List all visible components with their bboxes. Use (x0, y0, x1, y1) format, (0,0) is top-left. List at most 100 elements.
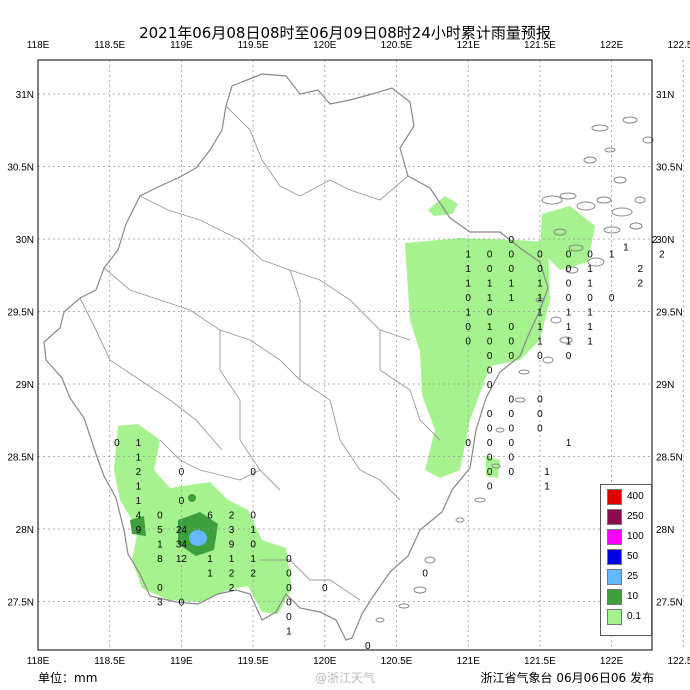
rainfall-value-label: 0 (157, 511, 163, 522)
color-legend: 400 250 100 50 25 10 0.1 (600, 484, 652, 636)
legend-entry: 25 (605, 569, 649, 585)
lon-tick-label: 118E (27, 40, 50, 51)
watermark: @浙江天气 (315, 671, 376, 685)
rainfall-value-label: 0 (465, 337, 471, 348)
rainfall-value-label: 1 (544, 467, 550, 478)
rainfall-area-moderate (188, 494, 196, 502)
rainfall-value-label: 1 (229, 554, 235, 565)
island-outline (550, 316, 562, 324)
rainfall-value-label: 0 (508, 322, 514, 333)
rainfall-value-label: 1 (508, 279, 514, 290)
legend-label: 0.1 (627, 611, 641, 622)
rainfall-value-label: 2 (229, 511, 235, 522)
rainfall-fill-layer (114, 196, 595, 614)
rainfall-value-label: 1 (566, 322, 572, 333)
island-outline (474, 497, 486, 503)
island-outline (622, 116, 638, 124)
lon-tick-label: 118.5E (94, 40, 125, 51)
island-outline (642, 136, 654, 144)
city-boundary (103, 267, 301, 381)
legend-swatch (607, 549, 622, 565)
rainfall-value-label: 1 (537, 293, 543, 304)
rainfall-value-label: 0 (587, 293, 593, 304)
boundaries (43, 73, 549, 641)
rainfall-value-label: 0 (487, 467, 493, 478)
rainfall-value-label: 0 (566, 293, 572, 304)
legend-entry: 400 (605, 489, 649, 505)
rainfall-value-label: 0 (179, 496, 185, 507)
rainfall-value-label: 5 (157, 525, 163, 536)
rainfall-value-label: 0 (537, 409, 543, 420)
rainfall-area-light (405, 238, 550, 478)
rainfall-value-label: 1 (537, 308, 543, 319)
lat-tick-label: 29.5N (7, 308, 34, 319)
rainfall-value-label: 0 (286, 583, 292, 594)
rainfall-value-label: 0 (537, 264, 543, 275)
city-boundary (139, 195, 291, 271)
island-outline (576, 201, 596, 211)
rainfall-value-label: 0 (487, 366, 493, 377)
rainfall-value-label: 0 (250, 467, 256, 478)
rainfall-value-label: 0 (487, 453, 493, 464)
rainfall-value-label: 0 (508, 395, 514, 406)
lat-tick-label: 28.5N (656, 453, 683, 464)
rainfall-value-label: 0 (487, 250, 493, 261)
legend-entry: 0.1 (605, 609, 649, 625)
city-boundary (159, 439, 261, 481)
lon-tick-label: 119.5E (238, 656, 269, 667)
rainfall-value-label: 2 (229, 583, 235, 594)
lat-tick-label: 29N (656, 380, 674, 391)
lon-tick-label: 119E (170, 40, 193, 51)
rainfall-value-label: 9 (229, 540, 235, 551)
island-outline (613, 176, 627, 184)
lat-tick-label: 30.5N (7, 163, 34, 174)
lat-tick-label: 29N (16, 380, 34, 391)
rainfall-value-label: 0 (250, 511, 256, 522)
lon-tick-label: 122.5E (667, 656, 690, 667)
rainfall-value-label: 2 (659, 250, 665, 261)
island-outline (604, 147, 616, 153)
rainfall-value-label: 0 (508, 351, 514, 362)
rainfall-value-label: 0 (487, 308, 493, 319)
rainfall-value-label: 0 (286, 569, 292, 580)
rainfall-value-label: 0 (487, 351, 493, 362)
province-boundary (43, 73, 549, 641)
lat-tick-label: 31N (656, 90, 674, 101)
lon-tick-label: 120.5E (381, 40, 413, 51)
rainfall-value-label: 1 (465, 308, 471, 319)
legend-entry: 100 (605, 529, 649, 545)
rainfall-value-label: 0 (508, 453, 514, 464)
legend-label: 10 (627, 591, 639, 602)
rainfall-value-label: 0 (365, 641, 371, 652)
rainfall-value-label: 0 (487, 482, 493, 493)
island-outline (518, 369, 530, 375)
rainfall-value-label: 0 (250, 540, 256, 551)
rainfall-area-light (540, 206, 595, 270)
axis-ticks: 118E 118E 118.5E 118.5E 119E 119E 119.5E 119.5E… (7, 40, 690, 667)
rainfall-value-label: 1 (566, 337, 572, 348)
lon-tick-label: 122E (600, 656, 624, 667)
island-outline (565, 266, 579, 274)
legend-label: 25 (627, 571, 639, 582)
rainfall-value-label: 2 (136, 467, 142, 478)
island-outline (553, 228, 567, 236)
rainfall-value-label: 0 (157, 583, 163, 594)
rainfall-value-label: 1 (286, 627, 292, 638)
rainfall-value-label: 0 (422, 569, 428, 580)
rainfall-value-label: 0 (487, 409, 493, 420)
island-outline (591, 124, 609, 132)
rainfall-value-label: 12 (176, 554, 188, 565)
lon-tick-label: 121.5E (524, 656, 556, 667)
rainfall-value-label: 0 (487, 264, 493, 275)
lon-tick-label: 122E (600, 40, 624, 51)
city-boundary (299, 379, 401, 501)
island-outline (587, 257, 605, 267)
rainfall-value-label: 0 (508, 235, 514, 246)
rainfall-value-label: 1 (136, 453, 142, 464)
rainfall-value-label: 8 (157, 554, 163, 565)
rainfall-value-label: 2 (652, 235, 658, 246)
island-outline (629, 222, 643, 230)
legend-swatch (607, 529, 622, 545)
